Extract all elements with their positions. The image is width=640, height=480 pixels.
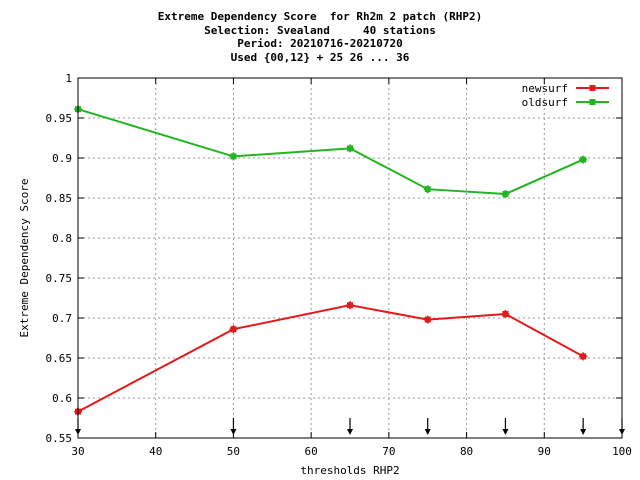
y-tick-label: 0.7 bbox=[52, 312, 72, 325]
x-tick-label: 30 bbox=[71, 445, 84, 458]
y-tick-label: 0.55 bbox=[46, 432, 73, 445]
threshold-arrow-head bbox=[347, 429, 353, 435]
y-tick-label: 0.9 bbox=[52, 152, 72, 165]
legend-marker-newsurf bbox=[589, 85, 596, 91]
series-line-oldsurf bbox=[77, 108, 584, 196]
grid-lines bbox=[78, 78, 622, 438]
x-tick-label: 60 bbox=[305, 445, 318, 458]
threshold-arrow-head bbox=[502, 429, 509, 435]
axis-ticks: 30 40 50 60 70 80 90 100 0.55 0.6 0.65 0.7 0.75 0.8 0.… bbox=[46, 72, 632, 458]
x-axis-label: thresholds RHP2 bbox=[300, 464, 399, 477]
series-line-newsurf bbox=[77, 304, 584, 413]
title-line-2: Selection: Svealand 40 stations bbox=[204, 23, 436, 37]
x-tick-label: 80 bbox=[460, 445, 473, 458]
y-tick-label: 0.75 bbox=[46, 272, 73, 285]
title-line-3: Period: 20210716-20210720 bbox=[237, 37, 403, 50]
x-tick-label: 50 bbox=[227, 445, 240, 458]
chart-title: Extreme Dependency Score for Rh2m 2 patc… bbox=[0, 10, 640, 64]
series-group bbox=[74, 105, 588, 416]
x-tick-label: 100 bbox=[612, 445, 632, 458]
legend-label-oldsurf: oldsurf bbox=[522, 96, 568, 109]
legend-marker-oldsurf bbox=[589, 99, 596, 105]
y-tick-label: 1 bbox=[65, 72, 72, 85]
y-axis-label: Extreme Dependency Score bbox=[18, 179, 31, 338]
plot-frame bbox=[77, 77, 623, 439]
title-line-1: Extreme Dependency Score for Rh2m 2 patc… bbox=[157, 10, 483, 23]
y-tick-label: 0.6 bbox=[52, 392, 72, 405]
y-tick-label: 0.95 bbox=[46, 112, 73, 125]
legend-label-newsurf: newsurf bbox=[522, 82, 568, 95]
y-tick-label: 0.65 bbox=[46, 352, 73, 365]
title-line-4: Used {00,12} + 25 26 ... 36 bbox=[230, 50, 410, 64]
threshold-arrow-head bbox=[580, 429, 587, 435]
threshold-arrow-head bbox=[424, 429, 431, 435]
x-tick-label: 90 bbox=[538, 445, 551, 458]
y-tick-label: 0.85 bbox=[46, 192, 73, 205]
x-tick-label: 70 bbox=[382, 445, 395, 458]
y-tick-label: 0.8 bbox=[52, 232, 72, 245]
threshold-arrows bbox=[75, 418, 625, 435]
x-tick-label: 40 bbox=[149, 445, 162, 458]
